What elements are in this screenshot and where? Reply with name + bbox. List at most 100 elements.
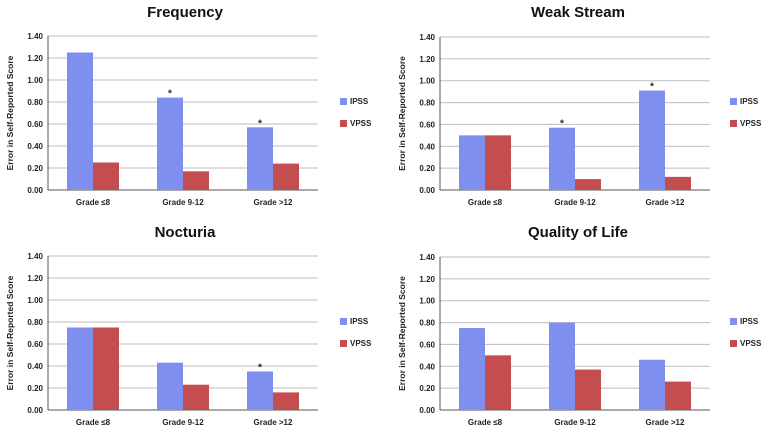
y-tick-label: 1.40: [27, 32, 43, 41]
bar-vpss: [93, 327, 119, 410]
bar-vpss: [665, 381, 691, 410]
bar-vpss: [183, 171, 209, 190]
significance-marker: *: [560, 119, 564, 130]
legend-label-ipss: IPSS: [350, 317, 369, 326]
chart-title: Frequency: [147, 4, 224, 21]
chart-title: Quality of Life: [528, 224, 628, 241]
chart-2: Nocturia 0.00 0.20 0.40 0.60 0.80 1.00 1.20 1.40…: [5, 224, 372, 427]
y-tick-label: 1.00: [419, 297, 435, 306]
y-tick-label: 0.20: [27, 384, 43, 393]
y-tick-label: 0.60: [419, 340, 435, 349]
y-tick-label: 0.80: [419, 319, 435, 328]
y-tick-label: 0.80: [419, 99, 435, 108]
y-tick-label: 1.00: [27, 76, 43, 85]
y-tick-label: 1.40: [419, 253, 435, 262]
y-tick-label: 0.40: [27, 142, 43, 151]
legend-swatch-vpss: [730, 120, 737, 127]
legend-swatch-ipss: [730, 318, 737, 325]
y-tick-label: 0.00: [419, 406, 435, 415]
y-tick-label: 0.40: [419, 362, 435, 371]
legend-swatch-vpss: [340, 340, 347, 347]
chart-title: Weak Stream: [531, 4, 625, 21]
x-tick-label: Grade >12: [254, 198, 293, 207]
x-tick-label: Grade ≤8: [468, 198, 503, 207]
legend-label-vpss: VPSS: [740, 339, 762, 348]
bar-vpss: [183, 384, 209, 410]
legend-swatch-vpss: [340, 120, 347, 127]
legend-swatch-ipss: [340, 318, 347, 325]
bar-ipss: [67, 52, 93, 190]
y-tick-label: 1.40: [419, 33, 435, 42]
y-tick-label: 1.00: [419, 77, 435, 86]
legend-swatch-ipss: [340, 98, 347, 105]
y-tick-label: 0.80: [27, 318, 43, 327]
bar-ipss: [549, 322, 575, 410]
bar-ipss: [549, 127, 575, 190]
x-tick-label: Grade 9-12: [554, 418, 596, 427]
x-tick-label: Grade ≤8: [76, 198, 111, 207]
y-tick-label: 1.40: [27, 252, 43, 261]
y-tick-label: 0.00: [27, 186, 43, 195]
x-tick-label: Grade ≤8: [468, 418, 503, 427]
bar-ipss: [639, 90, 665, 190]
legend-label-ipss: IPSS: [350, 97, 369, 106]
bar-ipss: [639, 359, 665, 410]
bar-vpss: [273, 392, 299, 410]
x-tick-label: Grade >12: [646, 418, 685, 427]
bar-vpss: [665, 176, 691, 190]
x-tick-label: Grade >12: [254, 418, 293, 427]
bar-ipss: [157, 362, 183, 410]
y-axis-label: Error in Self-Reported Score: [397, 276, 407, 391]
legend-swatch-ipss: [730, 98, 737, 105]
x-tick-label: Grade >12: [646, 198, 685, 207]
y-tick-label: 0.60: [419, 120, 435, 129]
legend-label-vpss: VPSS: [350, 339, 372, 348]
y-tick-label: 0.20: [419, 164, 435, 173]
y-tick-label: 0.40: [27, 362, 43, 371]
chart-3: Quality of Life 0.00 0.20 0.40 0.60 0.80 1.00 1…: [397, 224, 762, 427]
x-tick-label: Grade ≤8: [76, 418, 111, 427]
y-axis-label: Error in Self-Reported Score: [5, 55, 15, 170]
bar-ipss: [247, 371, 273, 410]
y-tick-label: 0.00: [27, 406, 43, 415]
chart-title: Nocturia: [155, 224, 217, 241]
bar-ipss: [459, 328, 485, 410]
x-tick-label: Grade 9-12: [554, 198, 596, 207]
bar-ipss: [247, 127, 273, 190]
y-tick-label: 1.20: [419, 55, 435, 64]
y-tick-label: 0.00: [419, 186, 435, 195]
bar-ipss: [67, 327, 93, 410]
bar-vpss: [273, 163, 299, 190]
bar-vpss: [485, 135, 511, 190]
y-axis-label: Error in Self-Reported Score: [5, 275, 15, 390]
x-tick-label: Grade 9-12: [162, 198, 204, 207]
y-tick-label: 0.20: [27, 164, 43, 173]
y-tick-label: 0.20: [419, 384, 435, 393]
bar-vpss: [93, 162, 119, 190]
y-axis-label: Error in Self-Reported Score: [397, 56, 407, 171]
bar-vpss: [485, 355, 511, 410]
bar-vpss: [575, 369, 601, 410]
significance-marker: *: [650, 82, 654, 93]
bar-ipss: [157, 97, 183, 190]
bar-vpss: [575, 179, 601, 190]
y-tick-label: 1.20: [27, 54, 43, 63]
y-tick-label: 0.40: [419, 142, 435, 151]
y-tick-label: 1.00: [27, 296, 43, 305]
significance-marker: *: [168, 89, 172, 100]
significance-marker: *: [258, 363, 262, 374]
x-tick-label: Grade 9-12: [162, 418, 204, 427]
y-tick-label: 0.60: [27, 340, 43, 349]
y-tick-label: 0.80: [27, 98, 43, 107]
significance-marker: *: [258, 118, 262, 129]
legend-label-ipss: IPSS: [740, 317, 759, 326]
chart-0: Frequency 0.00 0.20 0.40 0.60 0.80 1.00 1.20 1.4…: [5, 4, 372, 207]
chart-1: Weak Stream 0.00 0.20 0.40 0.60 0.80 1.00 1.20 1…: [397, 4, 762, 207]
legend-label-ipss: IPSS: [740, 97, 759, 106]
legend-swatch-vpss: [730, 340, 737, 347]
bar-ipss: [459, 135, 485, 190]
y-tick-label: 0.60: [27, 120, 43, 129]
y-tick-label: 1.20: [27, 274, 43, 283]
